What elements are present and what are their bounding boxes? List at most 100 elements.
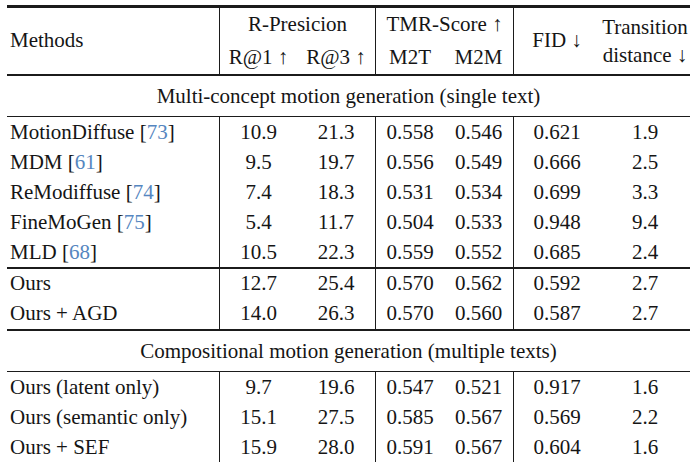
r1-value: 12.7	[219, 269, 297, 299]
citation-link[interactable]: 75	[124, 210, 145, 235]
section-title-multi-concept: Multi-concept motion generation (single …	[7, 76, 690, 116]
method-cell: FineMoGen [75]	[7, 207, 219, 237]
citation-bracket: ]	[90, 240, 97, 265]
m2t-value: 0.559	[375, 237, 444, 267]
r1-value: 7.4	[219, 177, 297, 207]
method-label: Ours + AGD	[10, 301, 118, 326]
m2m-value: 0.562	[444, 269, 513, 299]
header-r1: R@1 ↑	[219, 41, 297, 74]
m2m-value: 0.521	[444, 372, 513, 402]
m2m-value: 0.546	[444, 117, 513, 147]
citation-link[interactable]: 68	[69, 240, 90, 265]
r1-value: 5.4	[219, 207, 297, 237]
transition-value: 1.9	[600, 117, 690, 147]
m2t-value: 0.547	[375, 372, 444, 402]
m2t-value: 0.570	[375, 269, 444, 299]
method-cell: Ours (semantic only)	[7, 402, 219, 432]
r3-value: 28.0	[297, 432, 375, 462]
m2t-value: 0.591	[375, 432, 444, 462]
r3-value: 11.7	[297, 207, 375, 237]
r1-value: 15.1	[219, 402, 297, 432]
header-transition-distance: Transition distance ↓	[600, 8, 690, 74]
r1-value: 10.9	[219, 117, 297, 147]
results-table: Methods R-Presicion R@1 ↑ R@3 ↑ TMR-Scor…	[0, 0, 697, 466]
transition-value: 2.2	[600, 402, 690, 432]
method-cell: Ours	[7, 269, 219, 299]
r3-value: 18.3	[297, 177, 375, 207]
fid-value: 0.948	[513, 207, 600, 237]
r3-value: 26.3	[297, 299, 375, 329]
header-tmr-score: TMR-Score ↑	[375, 8, 513, 41]
fid-value: 0.569	[513, 402, 600, 432]
m2t-value: 0.504	[375, 207, 444, 237]
r3-value: 27.5	[297, 402, 375, 432]
transition-value: 1.6	[600, 432, 690, 462]
citation-link[interactable]: 73	[147, 120, 168, 145]
citation-link[interactable]: 61	[75, 150, 96, 175]
r3-value: 25.4	[297, 269, 375, 299]
header-methods: Methods	[7, 8, 219, 74]
method-label: Ours (latent only)	[10, 375, 159, 400]
fid-value: 0.685	[513, 237, 600, 267]
method-cell: MotionDiffuse [73]	[7, 117, 219, 147]
transition-value: 2.7	[600, 299, 690, 329]
transition-value: 3.3	[600, 177, 690, 207]
transition-value: 2.4	[600, 237, 690, 267]
transition-value: 2.7	[600, 269, 690, 299]
m2m-value: 0.560	[444, 299, 513, 329]
m2m-value: 0.534	[444, 177, 513, 207]
method-cell: Ours + AGD	[7, 299, 219, 329]
fid-value: 0.699	[513, 177, 600, 207]
header-transition-line1: Transition	[602, 13, 688, 41]
method-cell: ReModiffuse [74]	[7, 177, 219, 207]
method-cell: Ours (latent only)	[7, 372, 219, 402]
m2m-value: 0.533	[444, 207, 513, 237]
citation-bracket: ]	[154, 180, 161, 205]
header-fid: FID ↓	[513, 8, 600, 74]
r3-value: 21.3	[297, 117, 375, 147]
r3-value: 19.6	[297, 372, 375, 402]
citation-link[interactable]: 74	[133, 180, 154, 205]
citation-bracket: ]	[96, 150, 103, 175]
r3-value: 22.3	[297, 237, 375, 267]
citation-bracket: ]	[168, 120, 175, 145]
r1-value: 15.9	[219, 432, 297, 462]
fid-value: 0.604	[513, 432, 600, 462]
header-r3: R@3 ↑	[297, 41, 375, 74]
fid-value: 0.666	[513, 147, 600, 177]
table-body-group: MotionDiffuse [73] 10.9 21.3 0.558 0.546…	[7, 117, 690, 267]
method-label: Ours	[10, 271, 51, 296]
method-cell: MDM [61]	[7, 147, 219, 177]
m2m-value: 0.549	[444, 147, 513, 177]
method-cell: Ours + SEF	[7, 432, 219, 462]
m2m-value: 0.567	[444, 402, 513, 432]
m2m-value: 0.552	[444, 237, 513, 267]
header-m2m: M2M	[444, 41, 513, 74]
header-transition-line2: distance ↓	[603, 41, 688, 69]
fid-value: 0.621	[513, 117, 600, 147]
transition-value: 9.4	[600, 207, 690, 237]
m2m-value: 0.567	[444, 432, 513, 462]
m2t-value: 0.570	[375, 299, 444, 329]
transition-value: 2.5	[600, 147, 690, 177]
table-body-group: Ours (latent only) 9.7 19.6 0.547 0.521 …	[7, 372, 690, 462]
r1-value: 14.0	[219, 299, 297, 329]
method-label: Ours (semantic only)	[10, 405, 187, 430]
method-label: ReModiffuse [	[10, 180, 133, 205]
m2t-value: 0.558	[375, 117, 444, 147]
method-label: Ours + SEF	[10, 435, 109, 460]
table-body-group: Ours 12.7 25.4 0.570 0.562 0.592 2.7 Our…	[7, 269, 690, 329]
m2t-value: 0.585	[375, 402, 444, 432]
method-cell: MLD [68]	[7, 237, 219, 267]
r1-value: 9.5	[219, 147, 297, 177]
r1-value: 9.7	[219, 372, 297, 402]
r1-value: 10.5	[219, 237, 297, 267]
citation-bracket: ]	[145, 210, 152, 235]
fid-value: 0.592	[513, 269, 600, 299]
fid-value: 0.587	[513, 299, 600, 329]
method-label: MotionDiffuse [	[10, 120, 147, 145]
method-label: MLD [	[10, 240, 69, 265]
m2t-value: 0.556	[375, 147, 444, 177]
transition-value: 1.6	[600, 372, 690, 402]
header-r-precision: R-Presicion	[219, 8, 375, 41]
